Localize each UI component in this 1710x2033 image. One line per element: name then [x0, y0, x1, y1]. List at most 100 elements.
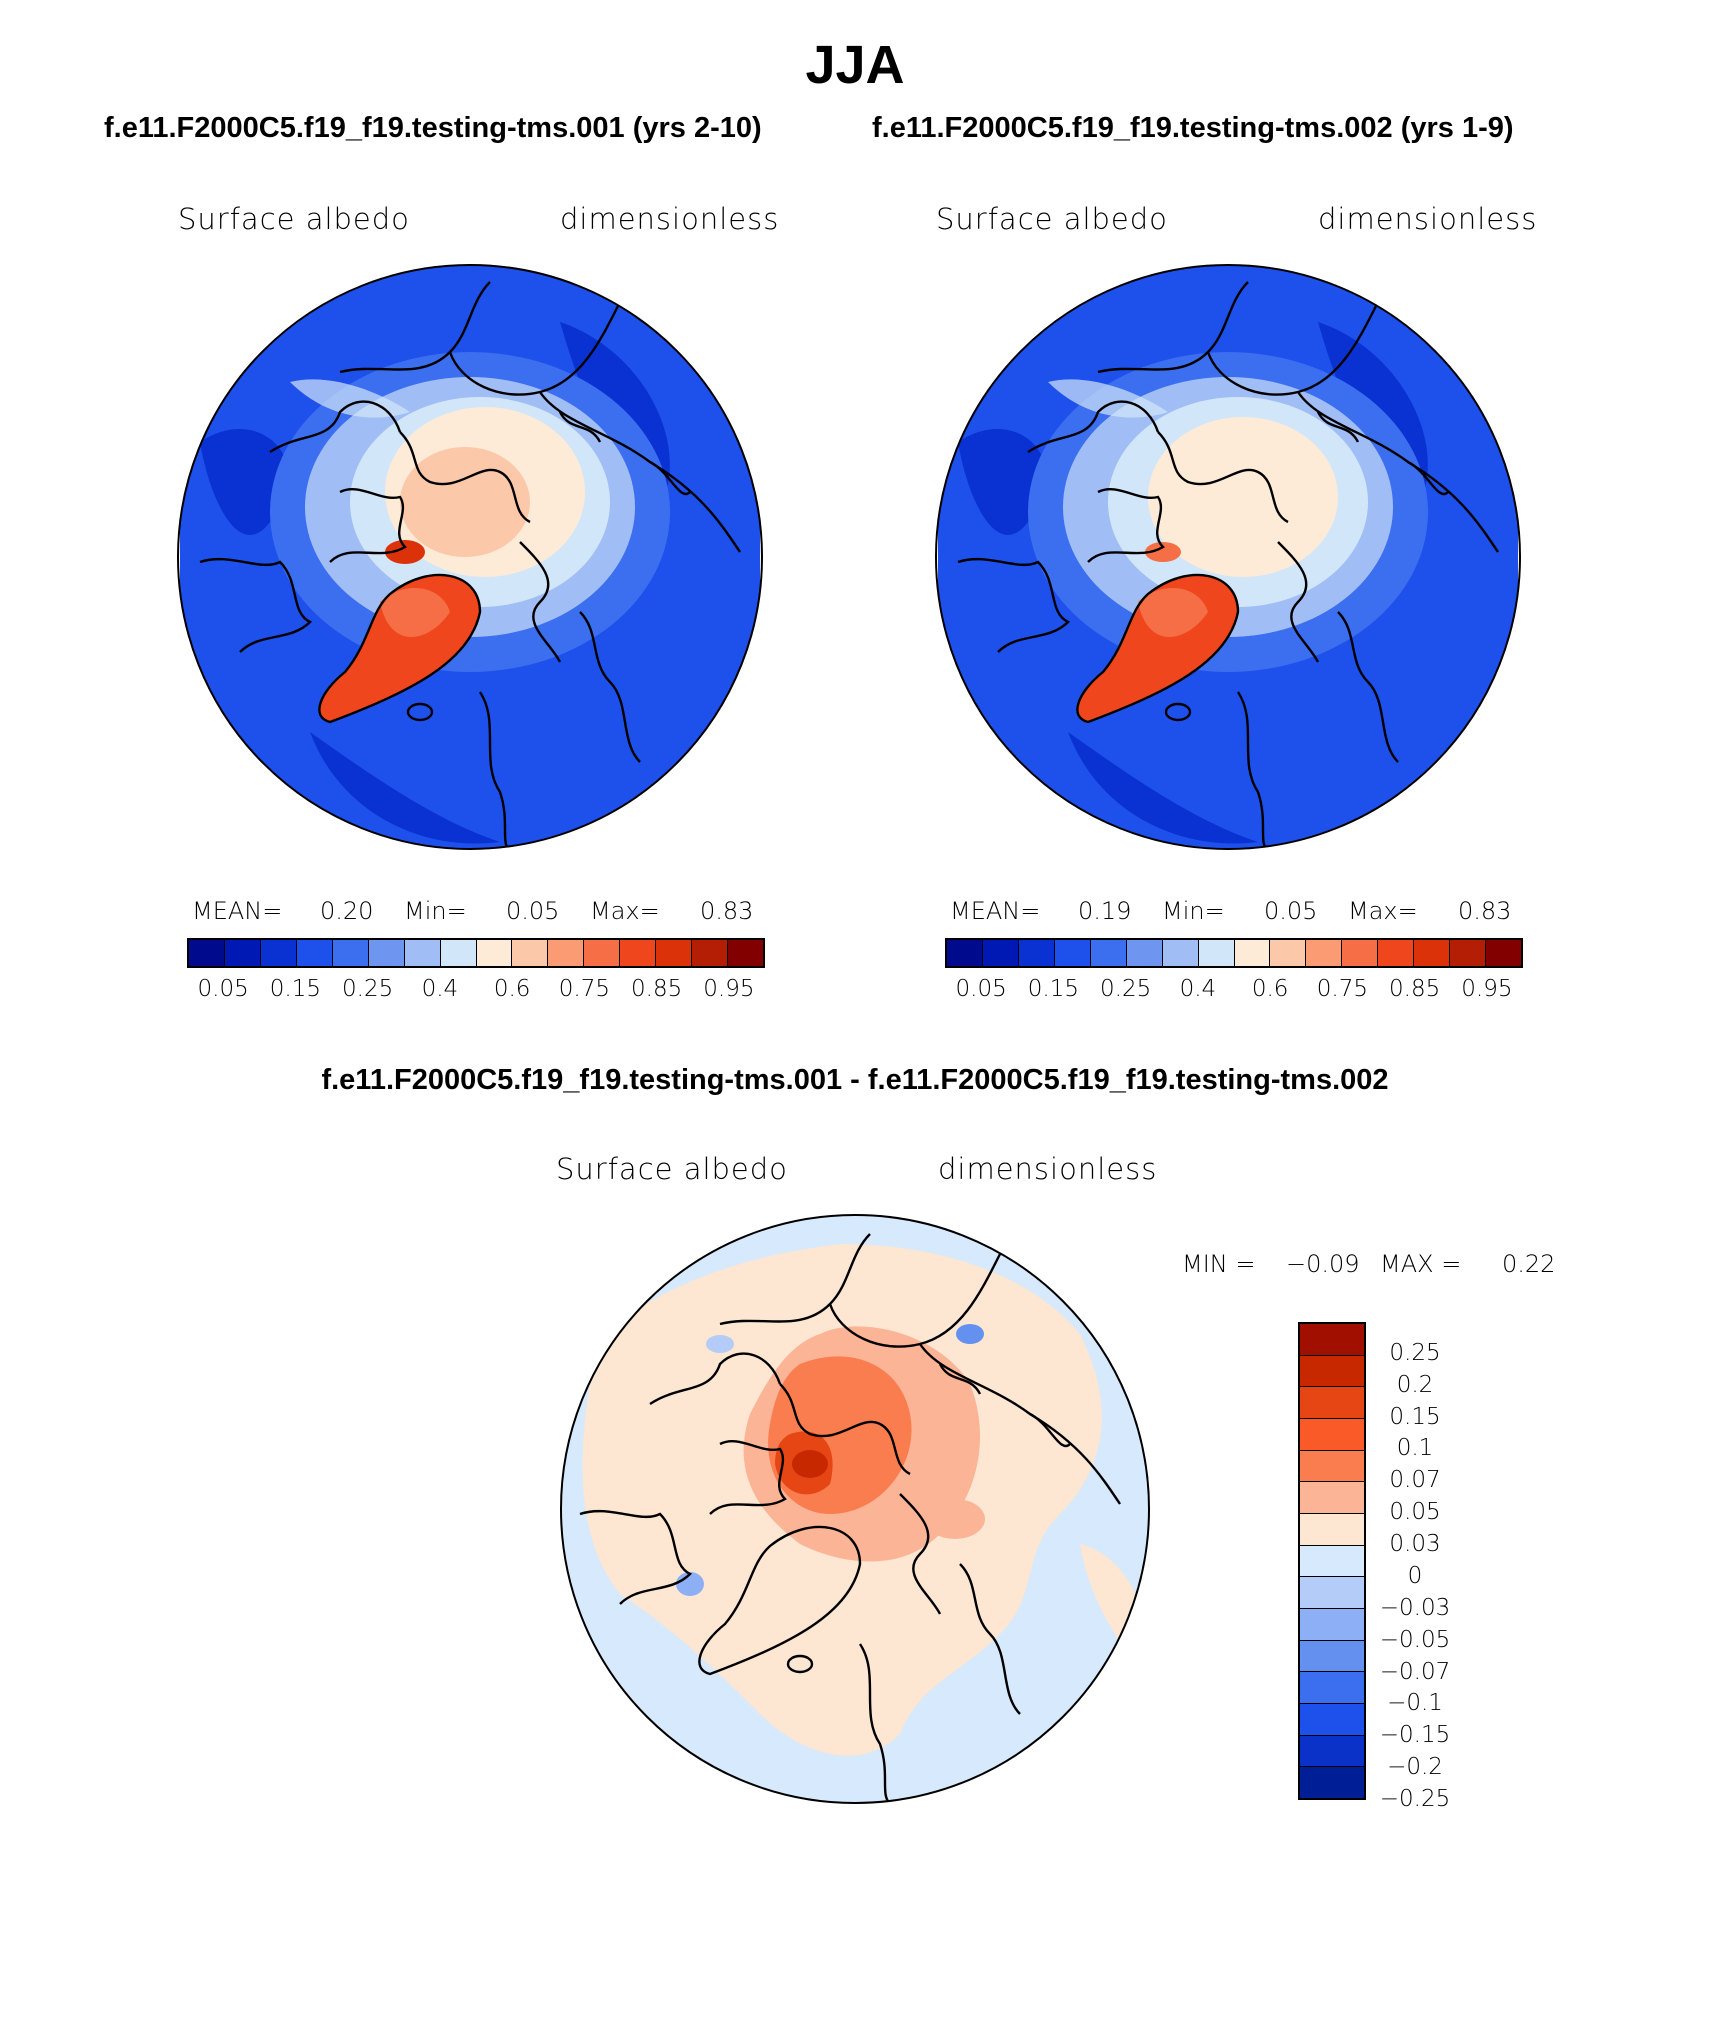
diff-colorbar-swatch: [1300, 1735, 1364, 1768]
ice-cap-region: [385, 540, 425, 564]
diff-colorbar-swatch: [1300, 1387, 1364, 1420]
case2-colorbar-tick-label: 0.15: [1027, 976, 1079, 1002]
case2-colorbar-swatch: [1486, 940, 1521, 966]
pale-patch: [1048, 379, 1168, 418]
case1-colorbar-swatch: [368, 940, 405, 966]
case1-colorbar-swatch: [260, 940, 297, 966]
case2-colorbar-swatch: [1414, 940, 1451, 966]
diff-colorbar-swatch: [1300, 1514, 1364, 1546]
case2-colorbar-swatch: [1018, 940, 1055, 966]
dark-blue-region: [200, 429, 289, 535]
dark-blue-region: [1068, 732, 1258, 844]
case2-colorbar-tick-label: 0.75: [1316, 976, 1368, 1002]
case2-min-label: Min=: [1162, 897, 1225, 925]
case1-colorbar-swatch: [224, 940, 261, 966]
diff-colorbar-tick-label: 0.25: [1389, 1339, 1441, 1366]
case2-colorbar: [945, 938, 1523, 968]
diff-min-value: −0.09: [1286, 1250, 1360, 1278]
diff-colorbar-swatch: [1300, 1419, 1364, 1451]
case1-max-label: Max=: [590, 897, 660, 925]
negative-patch: [676, 1572, 704, 1596]
case2-colorbar-swatch: [1450, 940, 1487, 966]
case2-colorbar-swatch: [1126, 940, 1163, 966]
case1-colorbar-swatch: [728, 940, 763, 966]
case2-min-value: 0.05: [1264, 897, 1318, 925]
case1-colorbar-swatch: [548, 940, 585, 966]
case2-colorbar-tick-label: 0.6: [1251, 976, 1289, 1002]
case2-colorbar-swatch: [1378, 940, 1415, 966]
case2-max-value: 0.83: [1458, 897, 1512, 925]
case2-mean-label: MEAN=: [950, 897, 1041, 925]
case1-title: f.e11.F2000C5.f19_f19.testing-tms.001 (y…: [104, 112, 762, 144]
positive-patch: [925, 1499, 985, 1539]
diff-colorbar-tick-label: −0.2: [1387, 1754, 1443, 1781]
diff-colorbar-swatch: [1300, 1545, 1364, 1578]
greenland-interior: [380, 588, 450, 637]
case1-mean-value: 0.20: [320, 897, 374, 925]
case2-colorbar-swatch: [1198, 940, 1235, 966]
ice-cap-region: [1145, 542, 1181, 562]
case2-colorbar-swatch: [1090, 940, 1127, 966]
case2-colorbar-tick-label: 0.95: [1461, 976, 1513, 1002]
diff-colorbar-tick-label: 0: [1407, 1562, 1423, 1589]
greenland-interior: [1138, 588, 1208, 637]
case1-colorbar-tick-label: 0.6: [493, 976, 531, 1002]
case1-variable-label: Surface albedo: [178, 202, 410, 236]
case2-colorbar-swatch: [982, 940, 1019, 966]
difference-title: f.e11.F2000C5.f19_f19.testing-tms.001 - …: [321, 1064, 1389, 1096]
case2-colorbar-tick-label: 0.4: [1179, 976, 1217, 1002]
diff-colorbar-tick-label: 0.07: [1389, 1467, 1441, 1494]
case1-colorbar-tick-label: 0.95: [703, 976, 755, 1002]
coastlines: [199, 281, 741, 849]
diff-min-label: MIN =: [1182, 1250, 1256, 1278]
case1-colorbar-swatch: [584, 940, 621, 966]
case2-colorbar-swatch: [1342, 940, 1379, 966]
diff-colorbar-swatch: [1300, 1640, 1364, 1673]
case2-colorbar-tick-label: 0.85: [1389, 976, 1441, 1002]
diff-colorbar-tick-label: −0.15: [1379, 1722, 1451, 1749]
diff-colorbar-swatch: [1300, 1672, 1364, 1705]
sea-ice-region: [1148, 417, 1338, 577]
case1-colorbar-swatch: [476, 940, 513, 966]
case2-max-label: Max=: [1348, 897, 1418, 925]
case1-mean-label: MEAN=: [192, 897, 283, 925]
case1-colorbar-swatch: [332, 940, 369, 966]
negative-patch: [956, 1324, 984, 1344]
diff-max-value: 0.22: [1502, 1250, 1556, 1278]
case1-colorbar-tick-label: 0.15: [269, 976, 321, 1002]
map-boundary: [177, 264, 763, 850]
case1-colorbar-swatch: [440, 940, 477, 966]
diff-colorbar-tick-label: −0.25: [1379, 1786, 1451, 1812]
case1-colorbar-tick-label: 0.85: [631, 976, 683, 1002]
diff-colorbar-tick-label: −0.05: [1379, 1626, 1451, 1653]
diff-colorbar-swatch: [1300, 1482, 1364, 1515]
case2-polar-map: [935, 264, 1521, 850]
diff-colorbar-tick-label: 0.1: [1396, 1435, 1434, 1462]
case2-units-label: dimensionless: [1318, 202, 1538, 236]
peak-region: [792, 1450, 828, 1478]
diff-colorbar-tick-label: 0.05: [1389, 1499, 1441, 1526]
case2-colorbar-tick-label: 0.25: [1100, 976, 1152, 1002]
diff-colorbar-tick-label: 0.15: [1389, 1403, 1441, 1430]
case2-colorbar-swatch: [1270, 940, 1307, 966]
diff-colorbar-tick-label: 0.2: [1396, 1371, 1434, 1398]
diff-colorbar-swatch: [1300, 1355, 1364, 1388]
difference-polar-map: [560, 1214, 1150, 1804]
diff-colorbar-tick-label: −0.07: [1379, 1658, 1451, 1685]
pale-patch: [290, 379, 410, 418]
case1-colorbar: [187, 938, 765, 968]
case2-colorbar-swatch: [1054, 940, 1091, 966]
diff-variable-label: Surface albedo: [556, 1152, 788, 1186]
case2-colorbar-swatch: [1234, 940, 1271, 966]
map-boundary: [935, 264, 1521, 850]
case2-variable-label: Surface albedo: [936, 202, 1168, 236]
diff-colorbar-tick-label: −0.03: [1379, 1594, 1451, 1621]
case1-colorbar-swatch: [512, 940, 549, 966]
coastlines: [957, 281, 1499, 849]
case1-max-value: 0.83: [700, 897, 754, 925]
negative-patch: [706, 1335, 734, 1353]
case1-min-label: Min=: [404, 897, 467, 925]
case1-colorbar-swatch: [656, 940, 693, 966]
coastlines: [579, 1233, 1122, 1804]
case2-colorbar-swatch: [1306, 940, 1343, 966]
